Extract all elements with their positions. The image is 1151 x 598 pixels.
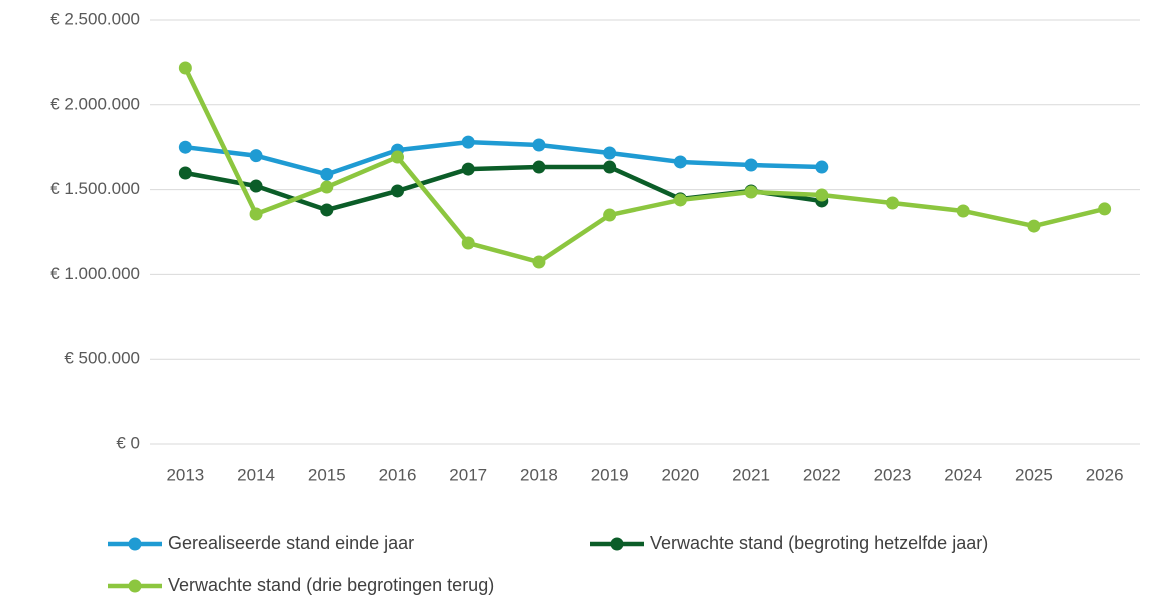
series-line: [185, 139, 822, 177]
data-point: [461, 135, 475, 149]
x-tick-label: 2016: [379, 465, 417, 484]
data-point: [461, 162, 475, 176]
legend: Gerealiseerde stand einde jaar Verwachte …: [108, 533, 988, 595]
x-tick-label: 2017: [449, 465, 487, 484]
y-tick-label: € 1.000.000: [50, 264, 140, 283]
y-tick-label: € 0: [116, 433, 140, 452]
series-line: [183, 67, 1106, 265]
x-tick-label: 2021: [732, 465, 770, 484]
data-point: [249, 207, 263, 221]
data-point: [603, 146, 617, 160]
y-tick-label: € 2.000.000: [50, 94, 140, 113]
data-point: [391, 184, 404, 198]
legend-label: Verwachte stand (drie begrotingen terug): [168, 575, 494, 595]
data-point: [320, 203, 334, 217]
data-point: [1098, 202, 1112, 216]
data-point: [744, 158, 758, 172]
data-point: [178, 61, 192, 75]
x-tick-label: 2023: [874, 465, 912, 484]
y-tick-label: € 1.500.000: [50, 179, 140, 198]
data-point: [815, 160, 829, 174]
x-tick-label: 2026: [1086, 465, 1124, 484]
x-tick-label: 2019: [591, 465, 629, 484]
data-point: [461, 236, 475, 250]
data-point: [603, 160, 617, 174]
y-tick-label: € 2.500.000: [50, 9, 140, 28]
data-point: [956, 204, 970, 218]
x-tick-label: 2025: [1015, 465, 1053, 484]
x-tick-label: 2018: [520, 465, 558, 484]
data-point: [249, 149, 263, 163]
data-point: [603, 208, 617, 222]
data-point: [320, 167, 334, 181]
x-tick-label: 2015: [308, 465, 346, 484]
legend-label: Verwachte stand (begroting hetzelfde jaa…: [650, 533, 988, 553]
legend-label: Gerealiseerde stand einde jaar: [168, 533, 414, 553]
legend-marker: [610, 537, 624, 551]
data-point: [673, 155, 687, 169]
data-point: [532, 138, 546, 152]
data-point: [178, 166, 192, 180]
x-tick-label: 2013: [166, 465, 204, 484]
data-point: [532, 255, 546, 269]
data-point: [815, 188, 829, 202]
data-point: [673, 193, 687, 207]
data-point: [1027, 219, 1041, 233]
data-point: [249, 179, 263, 193]
data-point: [320, 180, 334, 194]
legend-marker: [128, 537, 142, 551]
data-point: [178, 140, 192, 154]
y-tick-label: € 500.000: [64, 349, 140, 368]
x-tick-label: 2024: [944, 465, 982, 484]
data-point: [532, 160, 546, 174]
x-tick-label: 2014: [237, 465, 275, 484]
x-tick-label: 2020: [661, 465, 699, 484]
data-point: [391, 150, 404, 164]
x-tick-label: 2022: [803, 465, 841, 484]
legend-marker: [128, 579, 142, 593]
data-point: [744, 185, 758, 199]
data-point: [886, 196, 899, 210]
